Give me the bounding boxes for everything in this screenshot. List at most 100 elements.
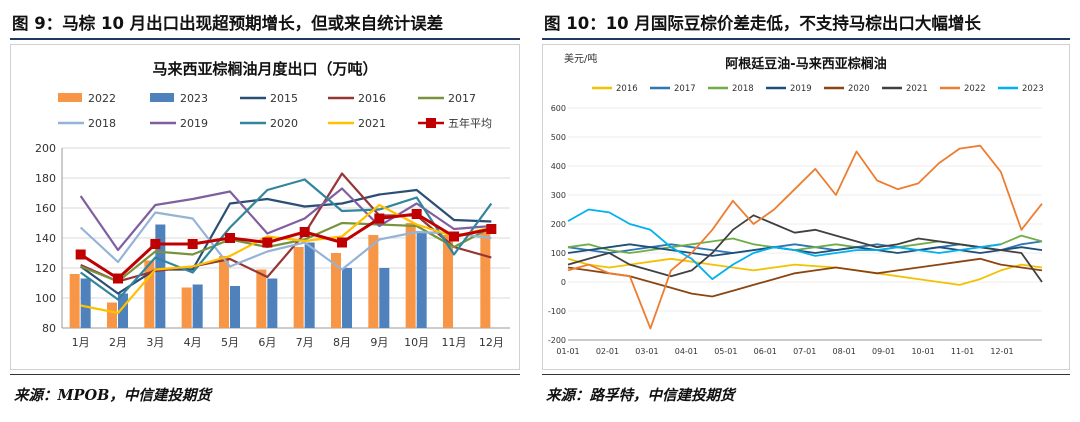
left-y-tick-label: 160 xyxy=(35,202,56,215)
left-chart: 马来西亚棕榈油月度出口（万吨） 2022 2023 2015 2016 2017 2018 2… xyxy=(10,44,520,370)
left-bar-2023 xyxy=(379,268,390,328)
right-chart: 美元/吨 阿根廷豆油-马来西亚棕榈油 2016 2017 2018 2019 2020 202… xyxy=(542,44,1070,370)
left-bar-2023 xyxy=(80,278,91,328)
right-line-2019 xyxy=(567,243,1043,257)
left-legend-item: 2017 xyxy=(418,92,476,105)
left-bar-2022 xyxy=(331,253,341,328)
right-y-tick-label: 300 xyxy=(551,191,566,200)
left-bar-2022 xyxy=(480,230,491,328)
left-legend-item: 2021 xyxy=(328,117,386,130)
right-line-2021 xyxy=(567,214,1043,283)
right-line-2023 xyxy=(567,208,1001,281)
left-marker-五年平均 xyxy=(225,233,235,243)
left-x-tick-label: 3月 xyxy=(146,336,164,349)
left-x-tick-label: 12月 xyxy=(479,336,504,349)
right-x-tick-label: 07-01 xyxy=(793,347,816,356)
right-x-tick-label: 06-01 xyxy=(754,347,777,356)
left-bar-2022 xyxy=(443,235,453,328)
right-x-tick-label: 08-01 xyxy=(833,347,856,356)
left-legend-item: 2022 xyxy=(58,92,116,105)
left-bar-2023 xyxy=(230,286,240,328)
right-y-tick-label: 100 xyxy=(551,249,566,258)
right-legend-item: 2023 xyxy=(998,84,1044,94)
left-legend-item: 2018 xyxy=(58,117,116,130)
left-x-tick-label: 6月 xyxy=(258,336,276,349)
right-legend-item: 2018 xyxy=(708,84,754,94)
right-legend-label: 2023 xyxy=(1022,84,1044,94)
left-marker-五年平均 xyxy=(187,239,198,249)
right-legend-label: 2022 xyxy=(964,84,986,94)
left-x-tick-label: 9月 xyxy=(370,336,388,349)
right-legend-item: 2021 xyxy=(882,84,928,94)
right-legend-item: 2017 xyxy=(650,84,696,94)
right-legend-label: 2021 xyxy=(906,84,928,94)
left-y-tick-label: 180 xyxy=(35,172,56,185)
right-legend-item: 2016 xyxy=(592,84,638,94)
right-y-tick-label: 400 xyxy=(551,162,566,171)
left-x-tick-label: 11月 xyxy=(442,336,467,349)
left-source: 来源：MPOB，中信建投期货 xyxy=(14,387,211,404)
left-y-tick-label: 120 xyxy=(35,262,56,275)
left-source-rule xyxy=(10,374,520,375)
left-legend-item: 五年平均 xyxy=(418,116,492,130)
right-legend-item: 2020 xyxy=(824,84,870,94)
left-legend-swatch xyxy=(150,93,174,102)
right-line-2022 xyxy=(567,144,1043,330)
right-x-tick-label: 11-01 xyxy=(951,347,974,356)
right-y-tick-label: 500 xyxy=(551,133,566,142)
left-legend-label: 2019 xyxy=(180,117,208,130)
left-marker-五年平均 xyxy=(75,249,86,260)
left-bar-2022 xyxy=(144,260,155,328)
right-y-tick-label: 0 xyxy=(561,278,566,287)
left-x-tick-label: 10月 xyxy=(404,336,429,349)
left-x-tick-label: 2月 xyxy=(109,336,127,349)
left-bar-2022 xyxy=(405,223,416,328)
left-x-tick-label: 8月 xyxy=(333,336,351,349)
left-marker-五年平均 xyxy=(299,227,310,237)
left-bar-2022 xyxy=(107,302,117,328)
left-legend-item: 2016 xyxy=(328,92,386,105)
right-legend-label: 2020 xyxy=(848,84,870,94)
left-bar-2022 xyxy=(256,269,267,328)
left-legend-item: 2019 xyxy=(150,117,208,130)
left-x-tick-label: 1月 xyxy=(72,336,90,349)
right-legend-item: 2019 xyxy=(766,84,812,94)
left-legend-marker xyxy=(426,118,436,128)
left-chart-svg: 马来西亚棕榈油月度出口（万吨） 2022 2023 2015 2016 2017 2018 2… xyxy=(10,44,520,370)
right-x-tick-label: 10-01 xyxy=(911,347,934,356)
left-marker-五年平均 xyxy=(449,231,459,242)
right-y-unit-label: 美元/吨 xyxy=(564,52,597,65)
right-title-rule xyxy=(542,38,1070,40)
left-bar-2023 xyxy=(155,224,166,328)
left-y-tick-label: 80 xyxy=(42,322,56,335)
left-line-2017 xyxy=(80,221,492,283)
left-marker-五年平均 xyxy=(337,237,347,248)
left-bar-2023 xyxy=(304,242,315,328)
right-x-tick-label: 04-01 xyxy=(675,347,698,356)
right-line-2020 xyxy=(567,257,1043,298)
left-bar-2023 xyxy=(267,278,278,328)
left-marker-五年平均 xyxy=(113,273,123,284)
left-legend-item: 2015 xyxy=(240,92,298,105)
left-line-2020 xyxy=(80,178,493,301)
right-legend-label: 2017 xyxy=(674,84,696,94)
left-legend-label: 2020 xyxy=(270,117,298,130)
right-x-tick-label: 05-01 xyxy=(714,347,737,356)
left-x-tick-label: 4月 xyxy=(184,336,202,349)
right-legend-label: 2019 xyxy=(790,84,812,94)
left-x-tick-label: 7月 xyxy=(296,336,314,349)
left-legend-label: 2017 xyxy=(448,92,476,105)
right-source: 来源：路孚特，中信建投期货 xyxy=(546,387,735,404)
left-legend-label: 2023 xyxy=(180,92,208,105)
left-line-2016 xyxy=(80,172,492,283)
left-bar-2022 xyxy=(293,247,304,328)
left-bar-2023 xyxy=(416,232,427,328)
left-marker-五年平均 xyxy=(262,237,273,248)
right-x-tick-label: 03-01 xyxy=(635,347,658,356)
left-marker-五年平均 xyxy=(374,213,385,224)
left-y-tick-label: 100 xyxy=(35,292,56,305)
right-y-tick-label: -200 xyxy=(548,336,566,345)
left-y-tick-label: 200 xyxy=(35,142,56,155)
right-chart-title: 阿根廷豆油-马来西亚棕榈油 xyxy=(725,56,886,72)
right-line-2016 xyxy=(567,257,1043,286)
